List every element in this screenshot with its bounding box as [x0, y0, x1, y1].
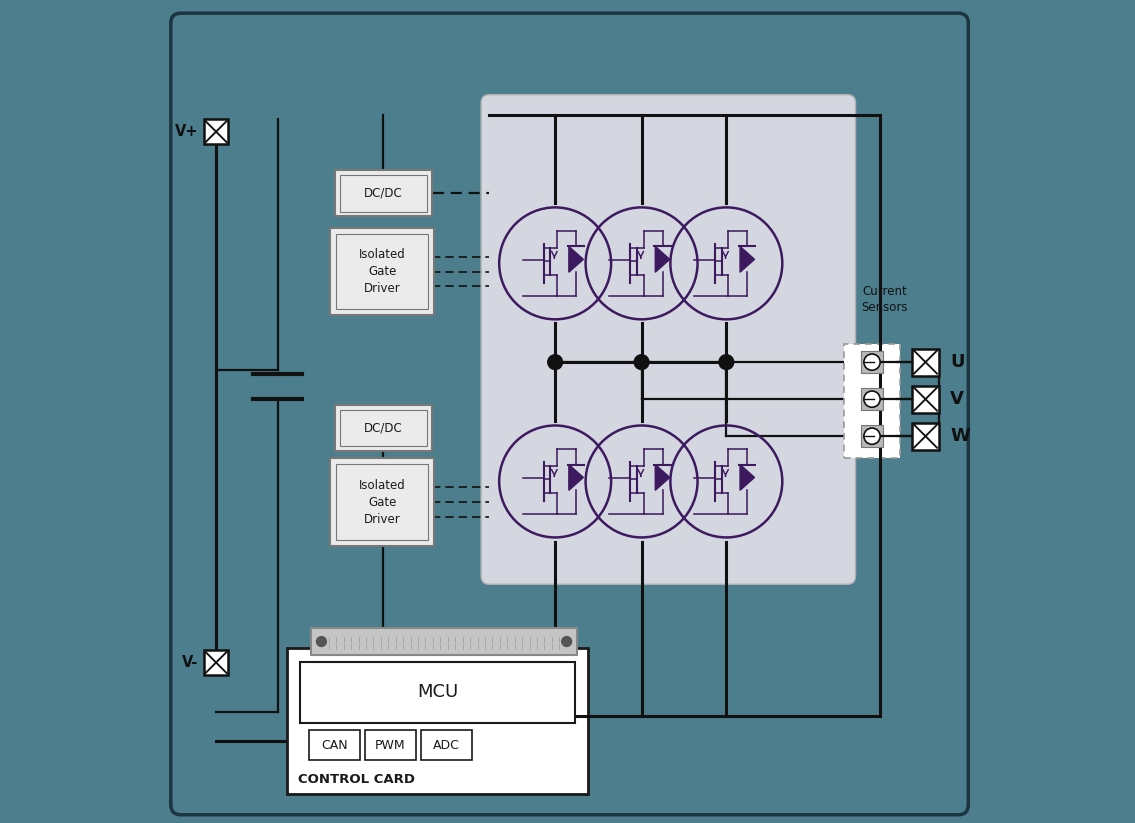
Circle shape [634, 355, 649, 370]
FancyBboxPatch shape [287, 648, 588, 794]
FancyBboxPatch shape [844, 344, 900, 458]
Circle shape [864, 428, 880, 444]
Text: Isolated
Gate
Driver: Isolated Gate Driver [359, 248, 405, 295]
Bar [911, 423, 939, 450]
Text: ADC: ADC [434, 739, 460, 751]
Circle shape [864, 354, 880, 370]
Text: W: W [950, 427, 970, 445]
Bar [861, 425, 883, 447]
FancyBboxPatch shape [311, 628, 578, 655]
Text: V: V [950, 390, 964, 408]
FancyBboxPatch shape [365, 730, 417, 760]
Bar [204, 119, 228, 144]
FancyBboxPatch shape [339, 175, 427, 212]
FancyBboxPatch shape [330, 228, 435, 315]
FancyBboxPatch shape [336, 234, 428, 309]
Polygon shape [569, 464, 583, 491]
Text: V+: V+ [175, 124, 197, 139]
Circle shape [718, 355, 733, 370]
Text: PWM: PWM [376, 739, 406, 751]
Polygon shape [655, 464, 670, 491]
Polygon shape [740, 464, 755, 491]
Text: MCU: MCU [417, 683, 459, 701]
FancyBboxPatch shape [335, 405, 431, 451]
Bar [911, 386, 939, 413]
FancyBboxPatch shape [421, 730, 472, 760]
Text: Isolated
Gate
Driver: Isolated Gate Driver [359, 478, 405, 526]
Text: CAN: CAN [321, 739, 348, 751]
Circle shape [562, 637, 572, 647]
Bar [911, 348, 939, 375]
FancyBboxPatch shape [309, 730, 360, 760]
Text: DC/DC: DC/DC [364, 187, 403, 200]
Polygon shape [740, 246, 755, 272]
Bar [861, 388, 883, 410]
Text: DC/DC: DC/DC [364, 421, 403, 435]
Text: CONTROL CARD: CONTROL CARD [297, 773, 414, 786]
FancyBboxPatch shape [336, 464, 428, 540]
Text: V-: V- [182, 655, 197, 670]
Polygon shape [655, 246, 670, 272]
Bar [204, 650, 228, 675]
FancyBboxPatch shape [330, 458, 435, 546]
FancyBboxPatch shape [339, 410, 427, 446]
Bar [861, 351, 883, 373]
FancyBboxPatch shape [300, 662, 575, 723]
Text: Current
Sensors: Current Sensors [861, 285, 908, 314]
FancyBboxPatch shape [481, 95, 856, 584]
Circle shape [864, 391, 880, 407]
Polygon shape [569, 246, 583, 272]
Circle shape [317, 637, 327, 647]
Text: U: U [950, 353, 965, 371]
FancyBboxPatch shape [335, 170, 431, 216]
Circle shape [548, 355, 563, 370]
